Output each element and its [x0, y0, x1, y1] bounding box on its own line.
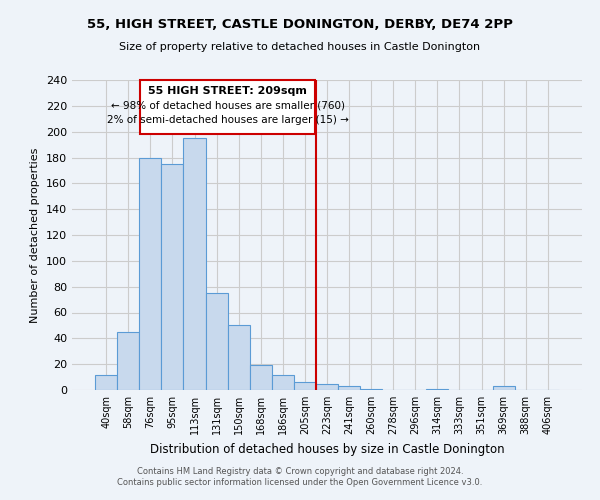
Bar [161, 164, 184, 390]
Text: Size of property relative to detached houses in Castle Donington: Size of property relative to detached ho… [119, 42, 481, 52]
Text: 55, HIGH STREET, CASTLE DONINGTON, DERBY, DE74 2PP: 55, HIGH STREET, CASTLE DONINGTON, DERBY… [87, 18, 513, 30]
Text: 55 HIGH STREET: 209sqm: 55 HIGH STREET: 209sqm [148, 86, 307, 97]
Text: Contains HM Land Registry data © Crown copyright and database right 2024.: Contains HM Land Registry data © Crown c… [137, 467, 463, 476]
Bar [360, 388, 382, 390]
Bar [294, 382, 316, 390]
Text: ← 98% of detached houses are smaller (760): ← 98% of detached houses are smaller (76… [110, 100, 344, 110]
Bar [184, 138, 206, 390]
Bar [272, 374, 294, 390]
Bar [250, 366, 272, 390]
Bar [117, 332, 139, 390]
Bar [427, 388, 448, 390]
Bar [338, 386, 360, 390]
Bar [493, 386, 515, 390]
Bar [316, 384, 338, 390]
Bar [206, 293, 227, 390]
Text: 2% of semi-detached houses are larger (15) →: 2% of semi-detached houses are larger (1… [107, 115, 349, 125]
Bar [139, 158, 161, 390]
X-axis label: Distribution of detached houses by size in Castle Donington: Distribution of detached houses by size … [149, 442, 505, 456]
Y-axis label: Number of detached properties: Number of detached properties [31, 148, 40, 322]
Text: Contains public sector information licensed under the Open Government Licence v3: Contains public sector information licen… [118, 478, 482, 487]
FancyBboxPatch shape [140, 80, 315, 134]
Bar [95, 374, 117, 390]
Bar [227, 326, 250, 390]
